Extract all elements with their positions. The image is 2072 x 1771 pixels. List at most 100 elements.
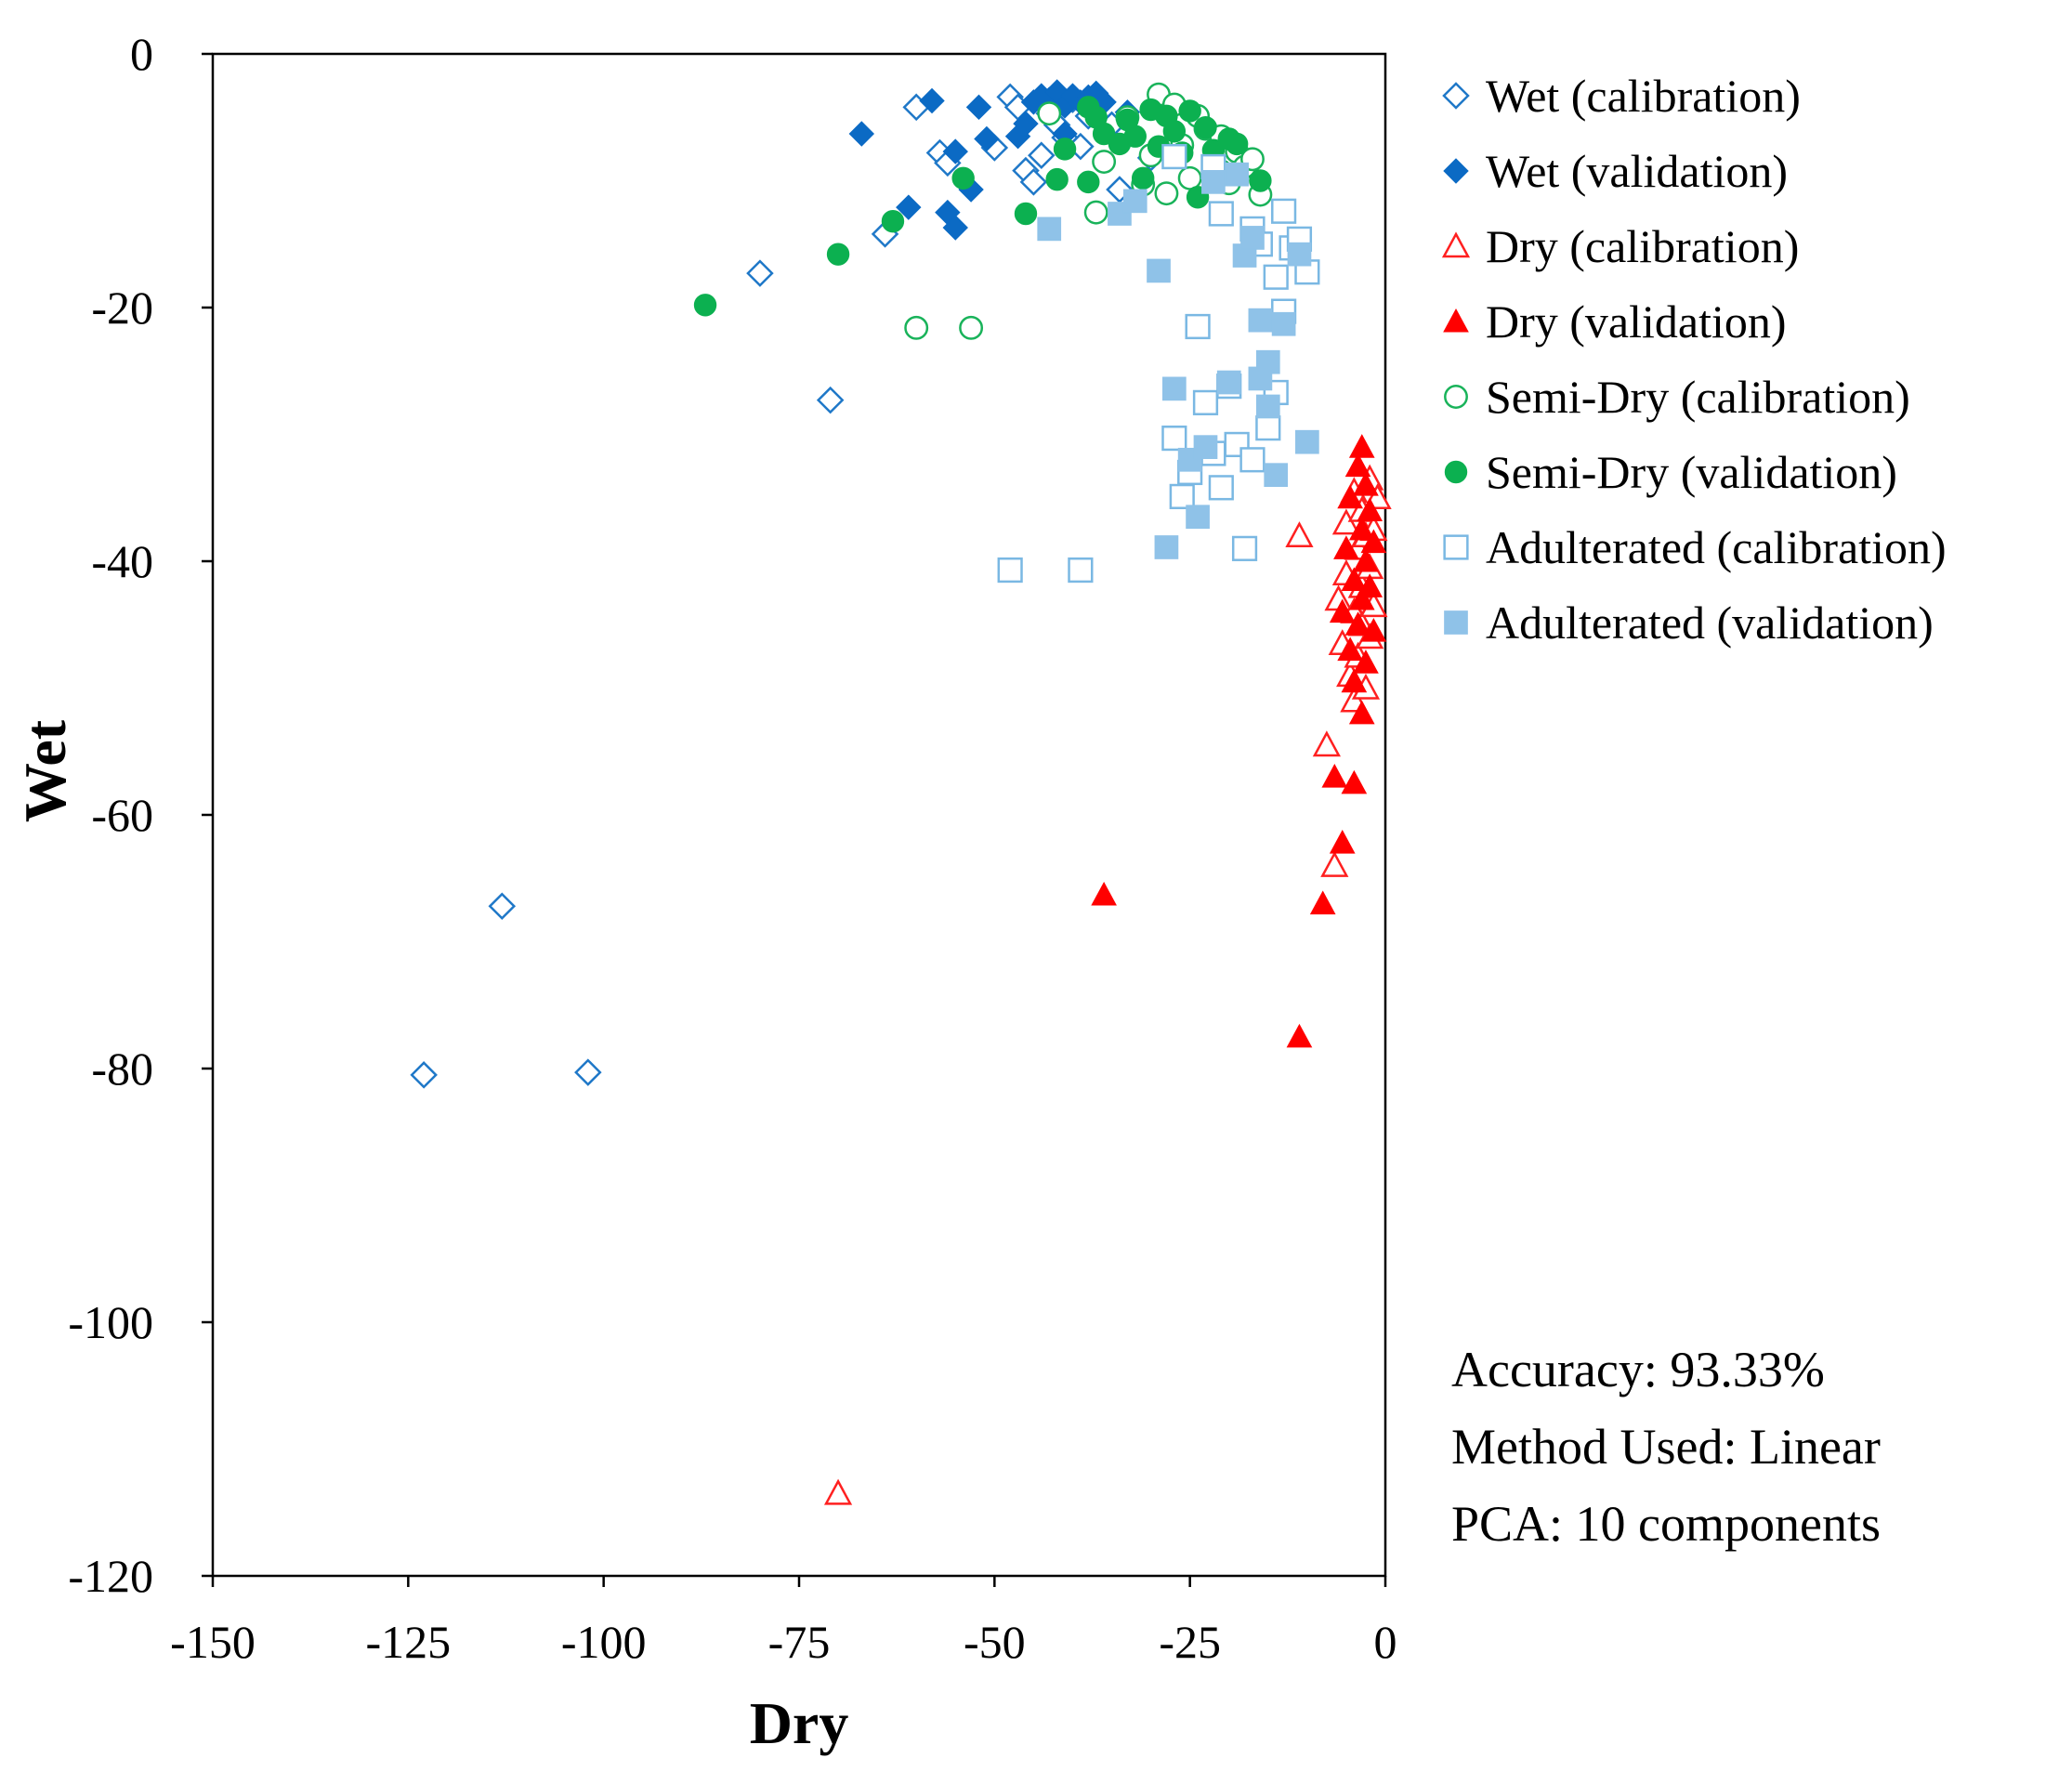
data-point	[574, 1058, 602, 1086]
accuracy-annotation: Accuracy: 93.33%	[1451, 1342, 1825, 1397]
data-point	[1084, 106, 1108, 129]
data-point	[1360, 618, 1387, 642]
x-tick-label: -100	[561, 1616, 647, 1668]
data-point	[896, 194, 922, 220]
data-point	[1131, 166, 1155, 190]
data-point	[1169, 483, 1195, 509]
legend-marker	[1442, 82, 1470, 110]
data-point	[942, 215, 968, 241]
y-tick-label: -120	[68, 1550, 153, 1602]
x-tick-label: -75	[768, 1616, 831, 1668]
data-point	[1337, 484, 1363, 509]
data-point	[1255, 394, 1280, 419]
marks-layer	[410, 79, 1392, 1505]
data-point	[1147, 258, 1171, 283]
data-point	[1225, 162, 1249, 187]
legend-label: Semi-Dry (calibration)	[1486, 371, 1910, 423]
legend-label: Dry (calibration)	[1486, 220, 1799, 272]
axis-ticks: -150 -125 -100 -75 -50 -25 0 0 -20 -40 -60 -80 -100 -…	[68, 28, 1397, 1668]
data-point	[1312, 730, 1341, 757]
legend-label: Wet (calibration)	[1486, 70, 1801, 122]
data-point	[1287, 242, 1312, 267]
data-point	[1123, 125, 1147, 148]
legend-marker	[1444, 385, 1468, 409]
legend-item: Dry (validation)	[1443, 295, 1787, 348]
data-point	[1161, 376, 1187, 401]
data-point	[1348, 516, 1375, 541]
legend-label: Wet (validation)	[1486, 145, 1788, 197]
data-point	[1177, 165, 1202, 190]
data-point	[1019, 168, 1048, 196]
data-point	[1122, 189, 1147, 214]
data-point	[1161, 425, 1187, 452]
data-point	[881, 209, 905, 233]
data-point	[1216, 370, 1241, 395]
legend-label: Adulterated (calibration)	[1486, 521, 1947, 573]
data-point	[1331, 508, 1361, 535]
data-point	[1091, 881, 1117, 906]
data-point	[1083, 200, 1108, 225]
data-point	[1353, 649, 1379, 674]
data-point	[959, 315, 984, 340]
legend-label: Dry (validation)	[1486, 295, 1787, 348]
method-annotation: Method Used: Linear	[1451, 1419, 1881, 1475]
x-axis-title: Dry	[750, 1690, 849, 1756]
data-point	[1028, 141, 1056, 169]
data-point	[1037, 101, 1062, 126]
annotation-box: Accuracy: 93.33% Method Used: Linear PCA…	[1451, 1342, 1881, 1552]
data-point	[1320, 850, 1349, 877]
data-point	[997, 557, 1023, 584]
data-point	[1286, 1023, 1313, 1048]
legend-item: Semi-Dry (calibration)	[1444, 371, 1910, 423]
legend-marker	[1443, 308, 1469, 333]
legend-marker	[1441, 231, 1471, 258]
data-point	[1185, 313, 1211, 340]
legend: Wet (calibration) Wet (validation) Dry (ca…	[1441, 70, 1947, 649]
series-wet-calibration	[410, 83, 1165, 1089]
data-point	[1285, 521, 1314, 547]
data-point	[1068, 557, 1094, 584]
y-tick-label: -40	[91, 535, 153, 587]
legend-item: Semi-Dry (validation)	[1444, 446, 1897, 498]
data-point	[1013, 111, 1039, 137]
data-point	[1353, 547, 1379, 572]
data-point	[1329, 829, 1356, 854]
data-point	[1357, 497, 1384, 521]
legend-marker	[1443, 158, 1469, 184]
y-tick-label: -60	[91, 789, 153, 841]
data-point	[1357, 573, 1384, 597]
data-point	[919, 87, 945, 114]
data-point	[1341, 567, 1368, 592]
data-point	[1161, 143, 1187, 170]
pca-annotation: PCA: 10 components	[1451, 1496, 1881, 1552]
data-point	[1248, 308, 1273, 333]
data-point	[1186, 505, 1210, 530]
data-point	[1348, 434, 1375, 458]
data-point	[1309, 890, 1336, 915]
legend-marker	[1444, 610, 1468, 635]
data-point	[1344, 453, 1371, 478]
data-point	[1329, 598, 1356, 623]
data-point	[1178, 99, 1201, 123]
x-tick-label: 0	[1374, 1616, 1397, 1668]
data-point	[904, 315, 929, 340]
data-point	[1092, 150, 1117, 174]
legend-item: Dry (calibration)	[1441, 220, 1799, 272]
data-point	[1225, 132, 1249, 156]
legend-item: Adulterated (validation)	[1444, 597, 1934, 649]
data-point	[1360, 529, 1387, 554]
y-tick-label: -80	[91, 1043, 153, 1095]
y-tick-label: 0	[130, 28, 153, 80]
data-point	[1208, 475, 1234, 501]
data-point	[965, 94, 992, 121]
x-tick-label: -125	[366, 1616, 452, 1668]
x-tick-label: -150	[170, 1616, 256, 1668]
data-point	[1192, 389, 1219, 415]
data-point	[1201, 170, 1226, 194]
data-point	[1271, 198, 1297, 224]
data-point	[1037, 216, 1062, 242]
data-point	[1045, 167, 1069, 191]
data-point	[1162, 120, 1187, 143]
y-axis-title: Wet	[12, 719, 78, 822]
